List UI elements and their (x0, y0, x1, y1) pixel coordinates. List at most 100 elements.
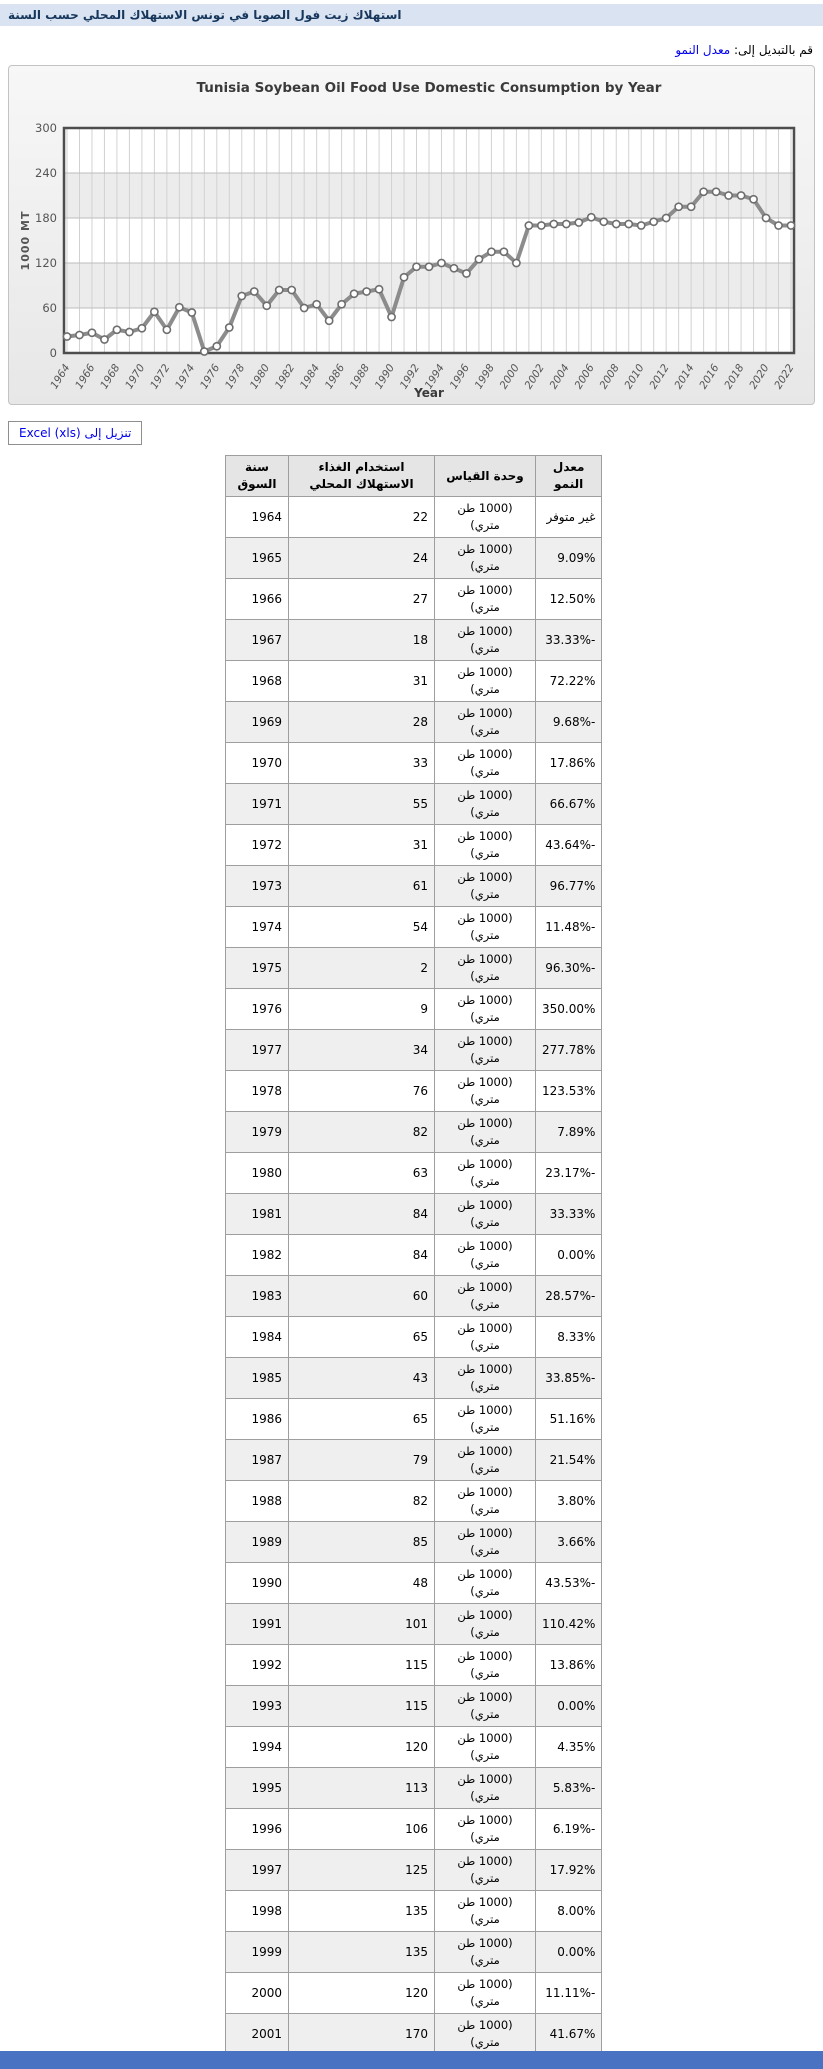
growth-cell: 41.67% (534, 2013, 603, 2055)
growth-cell: 66.67% (534, 783, 603, 825)
unit-cell: (1000 طن متري) (434, 1316, 536, 1358)
year-cell: 1971 (225, 783, 289, 825)
unit-cell: (1000 طن متري) (434, 1685, 536, 1727)
growth-cell: 0.00% (534, 1931, 603, 1973)
year-cell: 1979 (225, 1111, 289, 1153)
value-cell: 28 (288, 701, 435, 743)
svg-text:60: 60 (42, 301, 57, 315)
svg-text:1984: 1984 (298, 362, 322, 391)
growth-cell: 21.54% (534, 1439, 603, 1481)
table-row: 1983 60 (1000 طن متري) -28.57% (225, 1275, 603, 1317)
col-header-unit: وحدة القياس (434, 455, 536, 497)
value-cell: 84 (288, 1193, 435, 1235)
year-cell: 1983 (225, 1275, 289, 1317)
unit-cell: (1000 طن متري) (434, 701, 536, 743)
svg-text:1998: 1998 (473, 362, 498, 391)
value-cell: 54 (288, 906, 435, 948)
growth-cell: 0.00% (534, 1234, 603, 1276)
value-cell: 82 (288, 1480, 435, 1522)
growth-cell: 96.77% (534, 865, 603, 907)
unit-cell: (1000 طن متري) (434, 988, 536, 1030)
value-cell: 31 (288, 824, 435, 866)
svg-text:2018: 2018 (722, 362, 747, 391)
table-row: 1975 2 (1000 طن متري) -96.30% (225, 947, 603, 989)
growth-cell: -9.68% (534, 701, 603, 743)
excel-download-link[interactable]: تنزيل إلى Excel (xls) (19, 426, 132, 440)
table-row: 1969 28 (1000 طن متري) -9.68% (225, 701, 603, 743)
table-row: 1995 113 (1000 طن متري) -5.83% (225, 1767, 603, 1809)
growth-cell: 33.33% (534, 1193, 603, 1235)
growth-cell: 350.00% (534, 988, 603, 1030)
svg-text:1970: 1970 (123, 362, 148, 391)
unit-cell: (1000 طن متري) (434, 2013, 536, 2055)
unit-cell: (1000 طن متري) (434, 865, 536, 907)
svg-text:2016: 2016 (697, 362, 722, 391)
year-cell: 1991 (225, 1603, 289, 1645)
svg-text:2022: 2022 (772, 362, 797, 391)
growth-cell: 277.78% (534, 1029, 603, 1071)
unit-cell: (1000 طن متري) (434, 537, 536, 579)
growth-cell: 12.50% (534, 578, 603, 620)
svg-text:1966: 1966 (73, 362, 98, 391)
table-row: 1989 85 (1000 طن متري) 3.66% (225, 1521, 603, 1563)
growth-cell: 8.00% (534, 1890, 603, 1932)
year-cell: 1987 (225, 1439, 289, 1481)
value-cell: 65 (288, 1316, 435, 1358)
value-cell: 9 (288, 988, 435, 1030)
growth-cell: غير متوفر (534, 496, 603, 538)
value-cell: 33 (288, 742, 435, 784)
consumption-table: سنة السوق استخدام الغذاء الاستهلاك المحل… (225, 455, 603, 2069)
table-row: 1974 54 (1000 طن متري) -11.48% (225, 906, 603, 948)
unit-cell: (1000 طن متري) (434, 1275, 536, 1317)
svg-text:1968: 1968 (98, 362, 123, 391)
year-cell: 1967 (225, 619, 289, 661)
growth-cell: -5.83% (534, 1767, 603, 1809)
svg-text:300: 300 (35, 121, 57, 135)
svg-text:1976: 1976 (198, 362, 223, 391)
table-row: 1988 82 (1000 طن متري) 3.80% (225, 1480, 603, 1522)
unit-cell: (1000 طن متري) (434, 619, 536, 661)
svg-text:120: 120 (35, 256, 57, 270)
table-row: 1982 84 (1000 طن متري) 0.00% (225, 1234, 603, 1276)
unit-cell: (1000 طن متري) (434, 1849, 536, 1891)
growth-cell: -11.11% (534, 1972, 603, 2014)
year-cell: 2000 (225, 1972, 289, 2014)
table-row: 1981 84 (1000 طن متري) 33.33% (225, 1193, 603, 1235)
svg-text:240: 240 (35, 166, 57, 180)
unit-cell: (1000 طن متري) (434, 660, 536, 702)
unit-cell: (1000 طن متري) (434, 1029, 536, 1071)
year-cell: 1964 (225, 496, 289, 538)
unit-cell: (1000 طن متري) (434, 1931, 536, 1973)
svg-text:Year: Year (413, 386, 444, 400)
table-row: 1992 115 (1000 طن متري) 13.86% (225, 1644, 603, 1686)
value-cell: 27 (288, 578, 435, 620)
unit-cell: (1000 طن متري) (434, 947, 536, 989)
growth-cell: 110.42% (534, 1603, 603, 1645)
svg-text:180: 180 (35, 211, 57, 225)
year-cell: 1975 (225, 947, 289, 989)
value-cell: 34 (288, 1029, 435, 1071)
unit-cell: (1000 طن متري) (434, 1480, 536, 1522)
value-cell: 84 (288, 1234, 435, 1276)
unit-cell: (1000 طن متري) (434, 1767, 536, 1809)
table-row: 1980 63 (1000 طن متري) -23.17% (225, 1152, 603, 1194)
unit-cell: (1000 طن متري) (434, 742, 536, 784)
growth-cell: 4.35% (534, 1726, 603, 1768)
table-row: 1979 82 (1000 طن متري) 7.89% (225, 1111, 603, 1153)
col-header-consumption: استخدام الغذاء الاستهلاك المحلي (288, 455, 435, 497)
table-row: 1993 115 (1000 طن متري) 0.00% (225, 1685, 603, 1727)
unit-cell: (1000 طن متري) (434, 1439, 536, 1481)
year-cell: 1980 (225, 1152, 289, 1194)
unit-cell: (1000 طن متري) (434, 783, 536, 825)
svg-text:1990: 1990 (373, 362, 398, 391)
table-row: 1967 18 (1000 طن متري) -33.33% (225, 619, 603, 661)
year-cell: 1996 (225, 1808, 289, 1850)
table-row: 1997 125 (1000 طن متري) 17.92% (225, 1849, 603, 1891)
svg-text:2010: 2010 (622, 362, 647, 391)
svg-text:0: 0 (50, 346, 57, 360)
unit-cell: (1000 طن متري) (434, 578, 536, 620)
growth-rate-switch-link[interactable]: معدل النمو (675, 43, 731, 57)
year-cell: 1986 (225, 1398, 289, 1440)
svg-text:2002: 2002 (523, 362, 548, 391)
